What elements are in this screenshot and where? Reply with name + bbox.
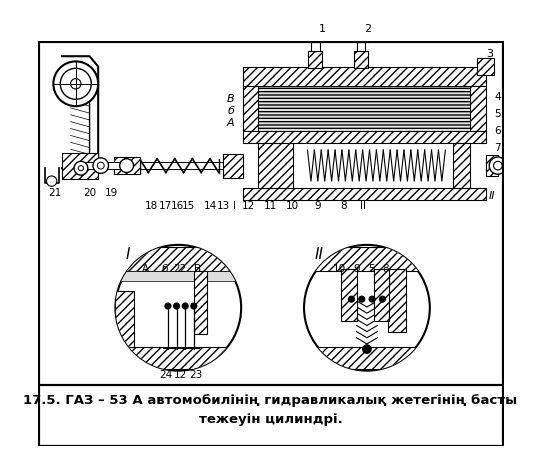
Bar bbox=[354, 51, 368, 68]
Circle shape bbox=[120, 159, 134, 172]
Text: 24: 24 bbox=[160, 370, 173, 380]
Text: 1: 1 bbox=[319, 24, 326, 34]
Bar bbox=[62, 153, 98, 179]
Bar bbox=[243, 188, 486, 200]
Bar bbox=[357, 41, 365, 51]
Bar bbox=[223, 154, 243, 178]
Text: 18: 18 bbox=[145, 201, 158, 211]
Text: А: А bbox=[142, 264, 149, 274]
Text: II: II bbox=[360, 201, 366, 211]
Text: 8: 8 bbox=[382, 264, 389, 274]
Text: 4: 4 bbox=[494, 92, 501, 102]
Circle shape bbox=[97, 162, 104, 169]
Bar bbox=[308, 51, 322, 68]
Text: В: В bbox=[194, 264, 201, 274]
Text: 17.5. ГАЗ – 53 А автомобилінің гидравликалық жетегінің басты: 17.5. ГАЗ – 53 А автомобилінің гидравлик… bbox=[23, 394, 518, 407]
Circle shape bbox=[174, 303, 180, 309]
Text: 16: 16 bbox=[171, 201, 184, 211]
Circle shape bbox=[54, 61, 98, 106]
Text: 8: 8 bbox=[340, 201, 347, 211]
Bar bbox=[115, 347, 241, 369]
Text: 3: 3 bbox=[487, 49, 494, 58]
Bar bbox=[194, 271, 207, 333]
Text: 9: 9 bbox=[353, 264, 360, 274]
Text: I: I bbox=[126, 247, 130, 262]
Circle shape bbox=[362, 345, 371, 353]
Circle shape bbox=[47, 176, 57, 187]
Circle shape bbox=[493, 161, 502, 170]
Bar bbox=[115, 291, 134, 371]
Bar bbox=[311, 41, 320, 51]
Bar bbox=[38, 385, 504, 447]
Bar bbox=[259, 143, 293, 188]
Bar bbox=[81, 162, 124, 169]
Text: 2: 2 bbox=[364, 24, 371, 34]
Text: 9: 9 bbox=[314, 201, 321, 211]
Circle shape bbox=[71, 79, 81, 89]
Bar bbox=[470, 86, 486, 131]
Text: 5: 5 bbox=[494, 109, 501, 119]
Bar bbox=[115, 271, 241, 281]
Text: 7: 7 bbox=[494, 143, 501, 154]
Text: 17: 17 bbox=[159, 201, 172, 211]
Circle shape bbox=[489, 157, 506, 174]
Text: 13: 13 bbox=[216, 201, 230, 211]
Bar bbox=[115, 247, 241, 271]
Text: А: А bbox=[227, 118, 234, 129]
Text: 19: 19 bbox=[104, 188, 118, 198]
Circle shape bbox=[379, 296, 385, 302]
Bar bbox=[353, 36, 368, 42]
Bar bbox=[259, 143, 470, 188]
Text: 5: 5 bbox=[368, 264, 374, 274]
Text: 15: 15 bbox=[182, 201, 195, 211]
Text: 22: 22 bbox=[173, 264, 187, 274]
Text: В: В bbox=[227, 94, 234, 104]
Circle shape bbox=[165, 303, 171, 309]
Text: 23: 23 bbox=[189, 370, 202, 380]
Bar bbox=[243, 131, 486, 143]
Text: II: II bbox=[315, 247, 324, 262]
Text: 12: 12 bbox=[242, 201, 255, 211]
Circle shape bbox=[182, 303, 188, 309]
Bar bbox=[259, 86, 470, 131]
Circle shape bbox=[359, 296, 365, 302]
Bar bbox=[477, 58, 494, 75]
Text: 14: 14 bbox=[203, 201, 217, 211]
Circle shape bbox=[304, 245, 430, 371]
Bar bbox=[304, 247, 430, 271]
Circle shape bbox=[93, 158, 109, 173]
Text: 10: 10 bbox=[333, 264, 346, 274]
Circle shape bbox=[369, 296, 375, 302]
Bar bbox=[243, 66, 486, 86]
Circle shape bbox=[191, 303, 197, 309]
Text: 11: 11 bbox=[264, 201, 277, 211]
Circle shape bbox=[60, 68, 91, 99]
Text: 10: 10 bbox=[286, 201, 299, 211]
Circle shape bbox=[115, 245, 241, 371]
Text: б: б bbox=[161, 264, 168, 274]
Bar bbox=[243, 86, 259, 131]
Text: 6: 6 bbox=[494, 126, 501, 136]
Bar bbox=[374, 269, 390, 321]
Text: тежеуін цилиндрі.: тежеуін цилиндрі. bbox=[199, 413, 342, 426]
Bar bbox=[307, 36, 323, 42]
Text: 12: 12 bbox=[174, 370, 188, 380]
Bar bbox=[388, 269, 406, 332]
Circle shape bbox=[348, 296, 354, 302]
Text: 21: 21 bbox=[49, 188, 62, 198]
Text: I: I bbox=[233, 201, 236, 211]
Text: б: б bbox=[227, 106, 234, 116]
Circle shape bbox=[74, 161, 88, 175]
Text: II: II bbox=[489, 191, 495, 201]
Circle shape bbox=[78, 166, 83, 171]
Bar bbox=[111, 162, 243, 169]
Bar bbox=[453, 143, 470, 188]
Bar bbox=[304, 347, 430, 369]
Bar bbox=[486, 155, 498, 176]
Bar bbox=[341, 269, 357, 321]
Bar bbox=[114, 157, 140, 174]
Text: 20: 20 bbox=[83, 188, 96, 198]
